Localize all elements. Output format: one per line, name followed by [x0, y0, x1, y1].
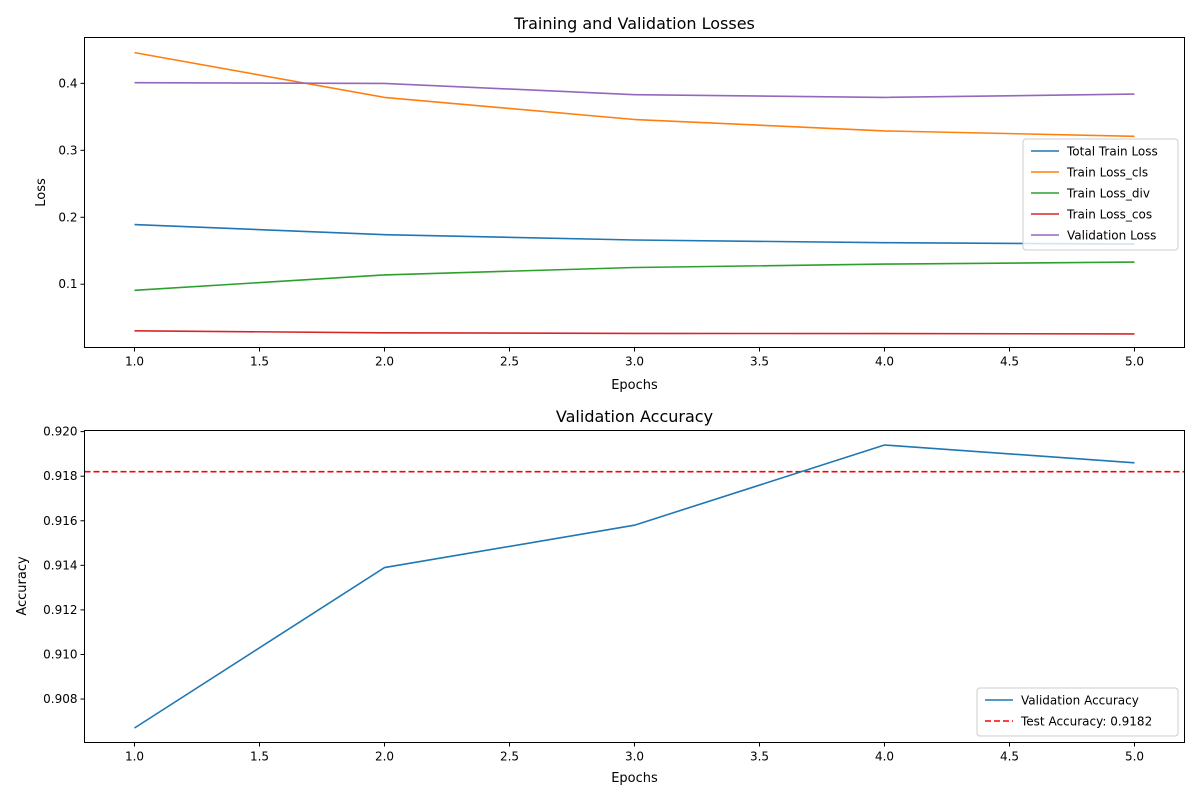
losses-ytick-label-1: 0.2	[58, 210, 77, 224]
accuracy-ytick-label-4: 0.916	[43, 514, 77, 528]
losses-legend-label-series-0: Total Train Loss	[1066, 145, 1158, 159]
losses-xtick-label-0: 1.0	[125, 355, 144, 369]
losses-ytick-label-0: 0.1	[58, 277, 77, 291]
accuracy-ytick-label-2: 0.912	[43, 603, 77, 617]
losses-ytick-label-2: 0.3	[58, 143, 77, 157]
accuracy-xtick-label-8: 5.0	[1125, 750, 1144, 764]
accuracy-xtick-label-1: 1.5	[250, 750, 269, 764]
accuracy-xtick-label-5: 3.5	[750, 750, 769, 764]
losses-series-group	[134, 51, 1135, 335]
losses-series-line-2	[134, 261, 1135, 292]
accuracy-xtick-label-3: 2.5	[500, 750, 519, 764]
losses-title: Training and Validation Losses	[513, 14, 755, 33]
accuracy-subplot: Validation Accuracy Epochs Accuracy 1.0 1…	[15, 407, 1185, 786]
accuracy-axes-frame	[84, 430, 1185, 743]
losses-subplot: Training and Validation Losses Epochs Lo…	[34, 14, 1185, 393]
accuracy-title: Validation Accuracy	[556, 407, 713, 426]
losses-ytick-label-3: 0.4	[58, 76, 77, 90]
accuracy-ticks-group: 1.0 1.5 2.0 2.5 3.0 3.5 4.0 4.5 5.0 0.908 0.910 0.9…	[43, 425, 1144, 764]
losses-xtick-label-5: 3.5	[750, 355, 769, 369]
losses-ticks-group: 1.0 1.5 2.0 2.5 3.0 3.5 4.0 4.5 5.0 0.1 0.2 0.3 0.4	[58, 76, 1144, 368]
losses-axes-frame	[84, 37, 1185, 348]
losses-xtick-label-7: 4.5	[1000, 355, 1019, 369]
losses-series-line-0	[134, 223, 1135, 245]
accuracy-xtick-label-0: 1.0	[125, 750, 144, 764]
accuracy-ytick-label-6: 0.920	[43, 425, 77, 439]
losses-legend-label-series-1: Train Loss_cls	[1066, 166, 1148, 180]
accuracy-ytick-label-0: 0.908	[43, 692, 77, 706]
accuracy-xtick-label-6: 4.0	[875, 750, 894, 764]
accuracy-legend-box	[976, 687, 1179, 737]
losses-xtick-label-3: 2.5	[500, 355, 519, 369]
losses-series-line-3	[134, 330, 1135, 335]
losses-xtick-label-4: 3.0	[625, 355, 644, 369]
losses-legend-box	[1022, 138, 1179, 251]
accuracy-legend: Validation Accuracy Test Accuracy: 0.9182	[976, 687, 1179, 737]
accuracy-ytick-label-3: 0.914	[43, 558, 77, 572]
losses-xtick-label-2: 2.0	[375, 355, 394, 369]
accuracy-legend-label-series-0: Validation Accuracy	[1021, 694, 1139, 708]
accuracy-series-group	[84, 444, 1185, 729]
accuracy-xtick-label-2: 2.0	[375, 750, 394, 764]
losses-ylabel: Loss	[34, 178, 49, 207]
losses-xtick-label-1: 1.5	[250, 355, 269, 369]
losses-xlabel: Epochs	[611, 378, 658, 393]
accuracy-ytick-label-5: 0.918	[43, 469, 77, 483]
accuracy-series-line-0	[134, 444, 1135, 729]
accuracy-ylabel: Accuracy	[15, 556, 30, 616]
losses-legend-label-series-4: Validation Loss	[1067, 229, 1156, 243]
losses-xtick-label-8: 5.0	[1125, 355, 1144, 369]
losses-xtick-label-6: 4.0	[875, 355, 894, 369]
accuracy-xtick-label-4: 3.0	[625, 750, 644, 764]
losses-legend-label-series-2: Train Loss_div	[1066, 187, 1150, 201]
losses-series-line-4	[134, 81, 1135, 99]
accuracy-ytick-label-1: 0.910	[43, 647, 77, 661]
accuracy-xtick-label-7: 4.5	[1000, 750, 1019, 764]
losses-legend: Total Train Loss Train Loss_cls Train Loss…	[1022, 138, 1179, 251]
losses-legend-label-series-3: Train Loss_cos	[1066, 208, 1152, 222]
accuracy-legend-label-hline-0: Test Accuracy: 0.9182	[1020, 715, 1152, 729]
accuracy-xlabel: Epochs	[611, 771, 658, 786]
